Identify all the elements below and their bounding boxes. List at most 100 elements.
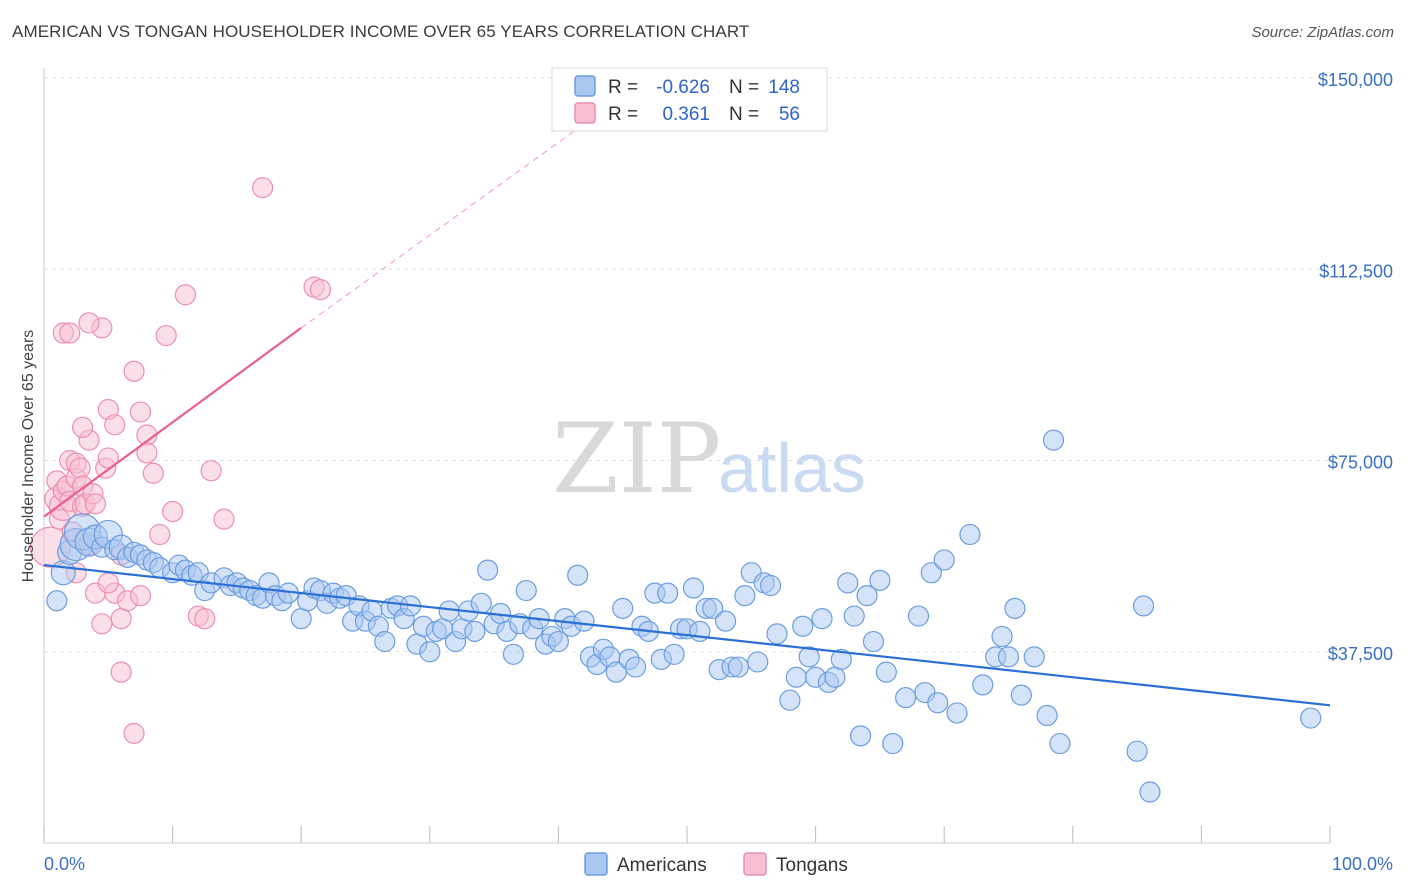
american-point (991, 625, 1013, 648)
american-point (1023, 646, 1045, 668)
american-point (1132, 595, 1155, 617)
american-point (624, 656, 647, 678)
gridlines (44, 77, 1330, 653)
american-point (785, 666, 807, 688)
american-point (882, 732, 904, 755)
legend: R = -0.626 N = 148 R = 0.361 N = 56 (551, 67, 828, 132)
tongans-trend-line (43, 327, 302, 518)
tongan-point (142, 462, 164, 484)
tongan-point (174, 284, 197, 306)
american-point (1004, 597, 1026, 620)
american-point (895, 687, 917, 709)
american-point (843, 605, 865, 627)
tongan-point (71, 416, 94, 438)
y-tick-labels: $37,500 $75,000 $112,500 $150,000 (1318, 70, 1393, 664)
watermark-zip: ZIP (552, 403, 721, 515)
legend-n-label: N = (729, 104, 759, 125)
tongan-point (97, 572, 119, 594)
american-point (946, 702, 968, 724)
tongan-point (194, 607, 216, 630)
bottom-legend-americans: Americans (617, 855, 707, 876)
american-point (727, 656, 750, 678)
bottom-legend: Americans Tongans (584, 852, 848, 876)
american-point (682, 577, 705, 599)
american-point (837, 572, 859, 594)
american-point (830, 648, 852, 671)
american-point (464, 620, 486, 642)
chart-source: Source: ZipAtlas.com (1251, 24, 1394, 41)
american-point (1010, 684, 1032, 706)
tongan-point (91, 613, 113, 635)
american-point (759, 574, 782, 597)
american-point (470, 592, 492, 614)
legend-r-label: R = (608, 104, 638, 125)
tongan-point (110, 607, 132, 630)
american-point (850, 725, 872, 747)
tongan-point (162, 500, 184, 523)
american-point (779, 689, 801, 711)
american-point (862, 630, 885, 653)
tongan-point (136, 442, 158, 464)
american-point (959, 523, 981, 546)
tongan-point (213, 508, 235, 530)
chart-title: AMERICAN VS TONGAN HOUSEHOLDER INCOME OV… (12, 22, 750, 41)
legend-n-value: 56 (779, 104, 800, 125)
watermark-atlas: atlas (718, 429, 866, 507)
legend-n-label: N = (729, 77, 759, 98)
bottom-legend-swatch-tongans (743, 852, 767, 876)
axes (43, 68, 1331, 844)
y-tick-label: $75,000 (1328, 453, 1393, 473)
american-point (798, 646, 820, 668)
american-point (567, 564, 589, 586)
american-point (734, 585, 756, 607)
american-point (290, 607, 312, 630)
tongan-point (123, 360, 145, 382)
bottom-legend-swatch-americans (584, 852, 608, 876)
tongan-point (104, 414, 126, 436)
american-point (1126, 740, 1148, 762)
american-point (547, 630, 570, 653)
tongan-point (110, 661, 132, 683)
american-point (869, 569, 891, 591)
american-point (875, 661, 897, 683)
american-point (419, 641, 441, 663)
american-point (933, 549, 955, 571)
y-tick-label: $150,000 (1318, 70, 1393, 90)
legend-swatch-americans (574, 75, 596, 97)
american-point (1139, 781, 1161, 803)
american-point (907, 605, 930, 627)
y-tick-label: $112,500 (1319, 261, 1393, 281)
american-point (573, 610, 595, 632)
american-point (1300, 707, 1322, 729)
american-point (714, 610, 737, 632)
tongan-point (252, 177, 274, 199)
legend-n-value: 148 (768, 77, 800, 98)
tongan-point (129, 585, 152, 607)
american-point (766, 623, 788, 645)
americans-trend-line (43, 563, 1331, 707)
american-point (1042, 429, 1065, 451)
bottom-legend-tongans: Tongans (776, 855, 848, 876)
legend-r-label: R = (608, 77, 638, 98)
american-point (824, 666, 846, 688)
x-tick-labels: 0.0% 100.0% (44, 854, 1393, 874)
american-point (1049, 732, 1071, 755)
american-point (920, 562, 942, 584)
y-axis-title: Householder Income Over 65 years (20, 330, 37, 583)
american-point (477, 559, 499, 581)
american-point (374, 630, 396, 653)
american-point (515, 579, 537, 602)
tongans-trend-extension (300, 123, 585, 329)
tongan-point (84, 493, 107, 515)
tongan-point (149, 523, 171, 546)
american-point (663, 643, 685, 665)
tongan-point (59, 322, 81, 344)
american-point (997, 646, 1020, 668)
american-point (792, 615, 814, 637)
tongan-point (78, 312, 100, 334)
tongan-point (97, 447, 119, 469)
legend-r-value: -0.626 (656, 77, 710, 98)
legend-swatch-tongans (574, 102, 596, 124)
series-tongans (29, 177, 332, 744)
